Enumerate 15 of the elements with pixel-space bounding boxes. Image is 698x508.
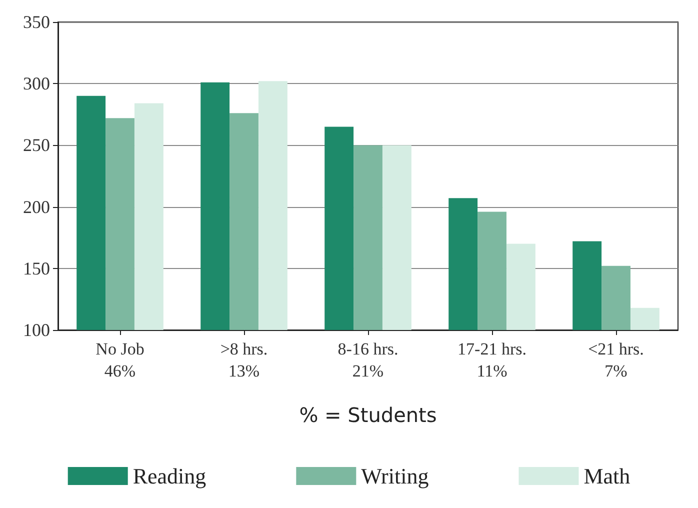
x-tick-label: <21 hrs. 7% bbox=[588, 340, 644, 380]
legend-label: Reading bbox=[132, 464, 206, 488]
y-tick-label: 100 bbox=[23, 320, 50, 340]
x-tick-label: >8 hrs. 13% bbox=[220, 340, 268, 380]
x-axis-title: % = Students bbox=[299, 403, 437, 427]
y-tick-label: 200 bbox=[23, 196, 50, 217]
x-tick-label: 17-21 hrs. 11% bbox=[458, 340, 526, 380]
y-tick-label: 250 bbox=[23, 135, 50, 156]
y-tick-label: 300 bbox=[23, 74, 50, 94]
x-tick-label: 8-16 hrs. 21% bbox=[338, 340, 398, 380]
y-tick-label: 350 bbox=[23, 12, 50, 32]
x-tick-label: No Job 46% bbox=[96, 340, 144, 380]
legend-label: Writing bbox=[361, 464, 429, 488]
legend-label: Math bbox=[584, 464, 630, 488]
y-tick-label: 150 bbox=[23, 258, 50, 278]
